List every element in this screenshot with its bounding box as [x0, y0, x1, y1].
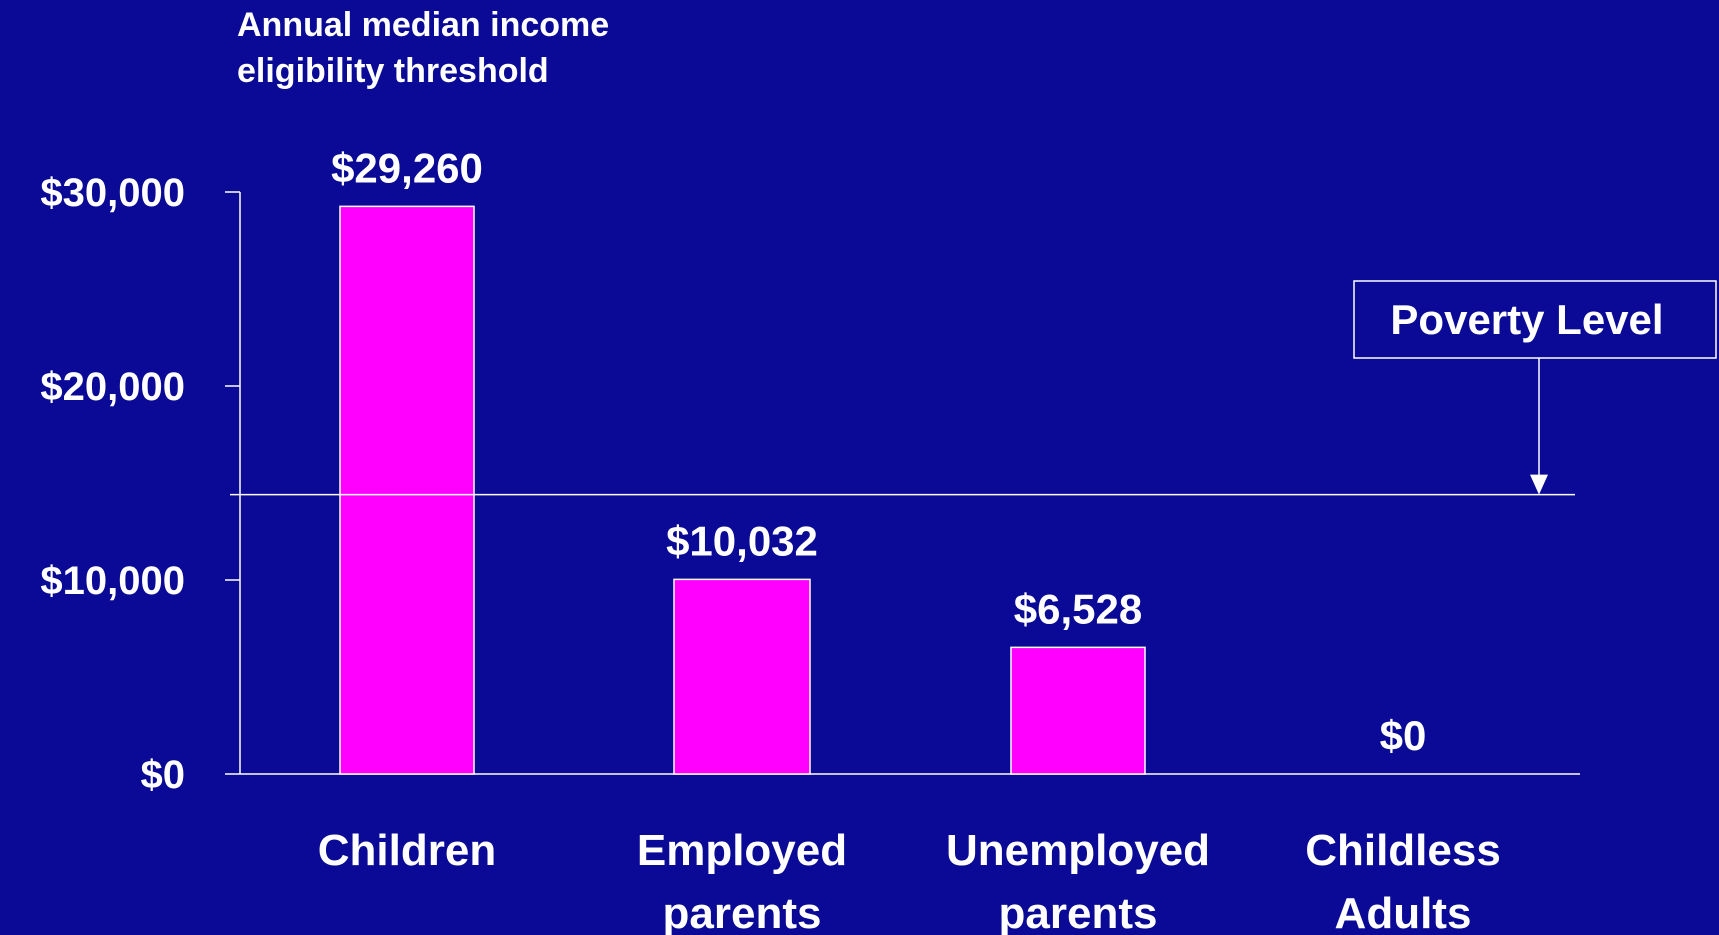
- y-tick-label: $30,000: [40, 171, 185, 215]
- y-axis: $0 $10,000 $20,000 $30,000: [40, 171, 1580, 797]
- category-label: Childless: [1305, 826, 1501, 875]
- bar-value-label: $10,032: [666, 517, 818, 564]
- bars: [339, 205, 1146, 775]
- poverty-level-callout-box: [1353, 280, 1717, 359]
- bar: [1010, 646, 1146, 775]
- category-labels: Children Employed parents Unemployed parents…: [318, 826, 1501, 935]
- bar-value-label: $6,528: [1014, 585, 1142, 632]
- category-label: parents: [999, 889, 1158, 935]
- chart-title-line: eligibility threshold: [237, 52, 549, 90]
- y-tick-label: $10,000: [40, 559, 185, 603]
- callout-arrow-head: [1530, 474, 1548, 495]
- bar: [339, 205, 475, 775]
- category-label: parents: [663, 889, 822, 935]
- poverty-level-label: Poverty Level: [1390, 296, 1663, 343]
- category-label: Children: [318, 826, 496, 875]
- y-tick-label: $0: [141, 753, 186, 797]
- chart-title-line: Annual median income: [237, 6, 609, 44]
- bar-value-label: $29,260: [331, 144, 483, 191]
- category-label: Adults: [1335, 889, 1472, 935]
- category-label: Employed: [637, 826, 847, 875]
- bar-value-label: $0: [1380, 712, 1427, 759]
- chart-title: Annual median income eligibility threshol…: [237, 6, 609, 90]
- y-tick-label: $20,000: [40, 365, 185, 409]
- category-label: Unemployed: [946, 826, 1210, 875]
- poverty-level-reference: Poverty Level: [230, 280, 1717, 496]
- data-labels: $29,260 $10,032 $6,528 $0: [331, 144, 1426, 759]
- bar: [673, 578, 811, 775]
